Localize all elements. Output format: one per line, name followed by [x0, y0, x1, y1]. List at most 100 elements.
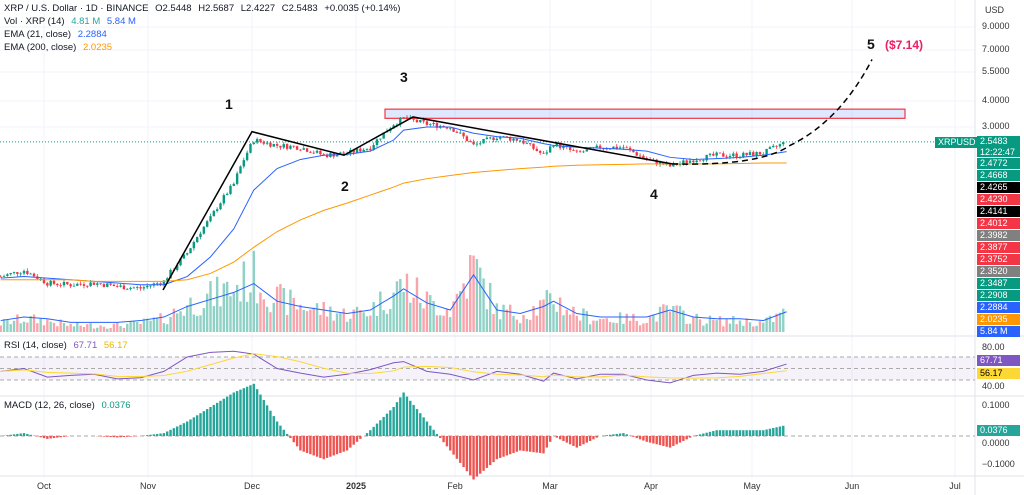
candle-body — [548, 146, 552, 153]
candle-body — [422, 119, 425, 122]
price-tag: 2.2884 — [977, 302, 1020, 313]
volume-bar — [518, 323, 522, 332]
candle-body — [89, 282, 92, 287]
candle-body — [525, 143, 529, 145]
volume-bar — [152, 317, 156, 332]
volume-bar — [19, 323, 22, 332]
volume-bar — [362, 312, 365, 332]
volume-bar — [69, 323, 72, 332]
macd-histogram-bar — [558, 436, 562, 440]
volume-bar — [182, 315, 186, 332]
candle-body — [555, 142, 559, 147]
macd-histogram-bar — [652, 436, 655, 444]
macd-histogram-bar — [372, 426, 375, 436]
volume-bar — [472, 255, 475, 332]
candle-body — [99, 283, 102, 285]
candle-body — [778, 144, 782, 147]
volume-bar — [409, 302, 412, 332]
volume-bar — [319, 314, 322, 332]
volume-bar — [245, 301, 249, 332]
x-tick-label: Mar — [542, 481, 558, 491]
candle-body — [39, 278, 42, 280]
volume-bar — [768, 315, 772, 332]
volume-bar — [588, 324, 592, 332]
volume-bar — [475, 259, 479, 332]
volume-bar — [758, 321, 762, 332]
volume-bar — [575, 315, 578, 332]
candle-body — [775, 145, 778, 147]
candle-body — [282, 144, 285, 148]
candle-body — [205, 221, 209, 227]
volume-bar — [6, 319, 9, 332]
candle-body — [412, 117, 415, 120]
volume-bar — [335, 313, 339, 332]
volume-bar — [285, 315, 289, 332]
indicator-tick-label: 0.1000 — [982, 400, 1010, 410]
volume-bar — [9, 324, 12, 332]
x-tick-label: 2025 — [345, 481, 367, 491]
volume-bar — [252, 250, 255, 332]
macd-histogram-bar — [292, 436, 295, 443]
candle-body — [322, 154, 325, 156]
volume-bar — [645, 322, 648, 332]
macd-histogram-bar — [315, 436, 319, 457]
candle-body — [102, 284, 106, 287]
volume-bar — [289, 289, 292, 332]
macd-histogram-bar — [179, 424, 182, 436]
candle-body — [642, 155, 645, 159]
candle-body — [162, 280, 166, 285]
candle-body — [142, 287, 146, 289]
macd-histogram-bar — [49, 436, 52, 439]
volume-bar — [282, 288, 285, 332]
volume-bar — [712, 319, 715, 332]
volume-bar — [402, 292, 405, 332]
volume-bar — [459, 291, 462, 332]
candle-body — [429, 124, 432, 125]
volume-bar — [522, 314, 525, 332]
volume-bar — [722, 326, 725, 332]
macd-histogram-bar — [722, 430, 725, 436]
volume-bar — [675, 305, 678, 332]
candle-body — [62, 281, 66, 286]
candle-body — [575, 150, 578, 152]
volume-bar — [192, 314, 196, 332]
candle-body — [685, 160, 688, 163]
candle-body — [622, 147, 625, 149]
macd-histogram-bar — [102, 436, 106, 437]
candle-body — [66, 281, 69, 285]
macd-histogram-bar — [265, 405, 269, 436]
volume-bar — [548, 293, 552, 332]
volume-ma-value: 5.84 M — [106, 16, 136, 27]
volume-bar — [538, 300, 542, 332]
macd-histogram-bar — [392, 407, 395, 436]
rsi-ma-line — [0, 353, 787, 379]
candle-body — [272, 143, 275, 147]
volume-bar — [735, 324, 738, 332]
candle-body — [375, 139, 379, 146]
elliott-wave-line — [162, 116, 673, 291]
macd-histogram-bar — [166, 431, 169, 436]
candle-body — [16, 272, 19, 274]
macd-histogram-bar — [405, 396, 409, 436]
macd-histogram-bar — [772, 428, 775, 436]
macd-histogram-bar — [535, 436, 539, 453]
macd-histogram-bar — [42, 436, 46, 439]
macd-histogram-bar — [349, 436, 352, 448]
volume-bar — [272, 302, 275, 332]
volume-bar — [662, 304, 665, 332]
macd-histogram-bar — [106, 436, 109, 437]
volume-bar — [46, 319, 49, 332]
candle-body — [509, 137, 512, 141]
macd-histogram-bar — [702, 433, 705, 436]
volume-bar — [695, 313, 698, 332]
volume-bar — [652, 314, 655, 332]
macd-histogram-bar — [189, 419, 192, 436]
volume-bar — [449, 317, 452, 332]
volume-bar — [79, 325, 82, 332]
macd-histogram-bar — [116, 436, 119, 438]
volume-bar — [665, 305, 668, 332]
candle-body — [126, 288, 129, 290]
volume-bar — [109, 327, 112, 332]
candle-body — [136, 287, 139, 288]
